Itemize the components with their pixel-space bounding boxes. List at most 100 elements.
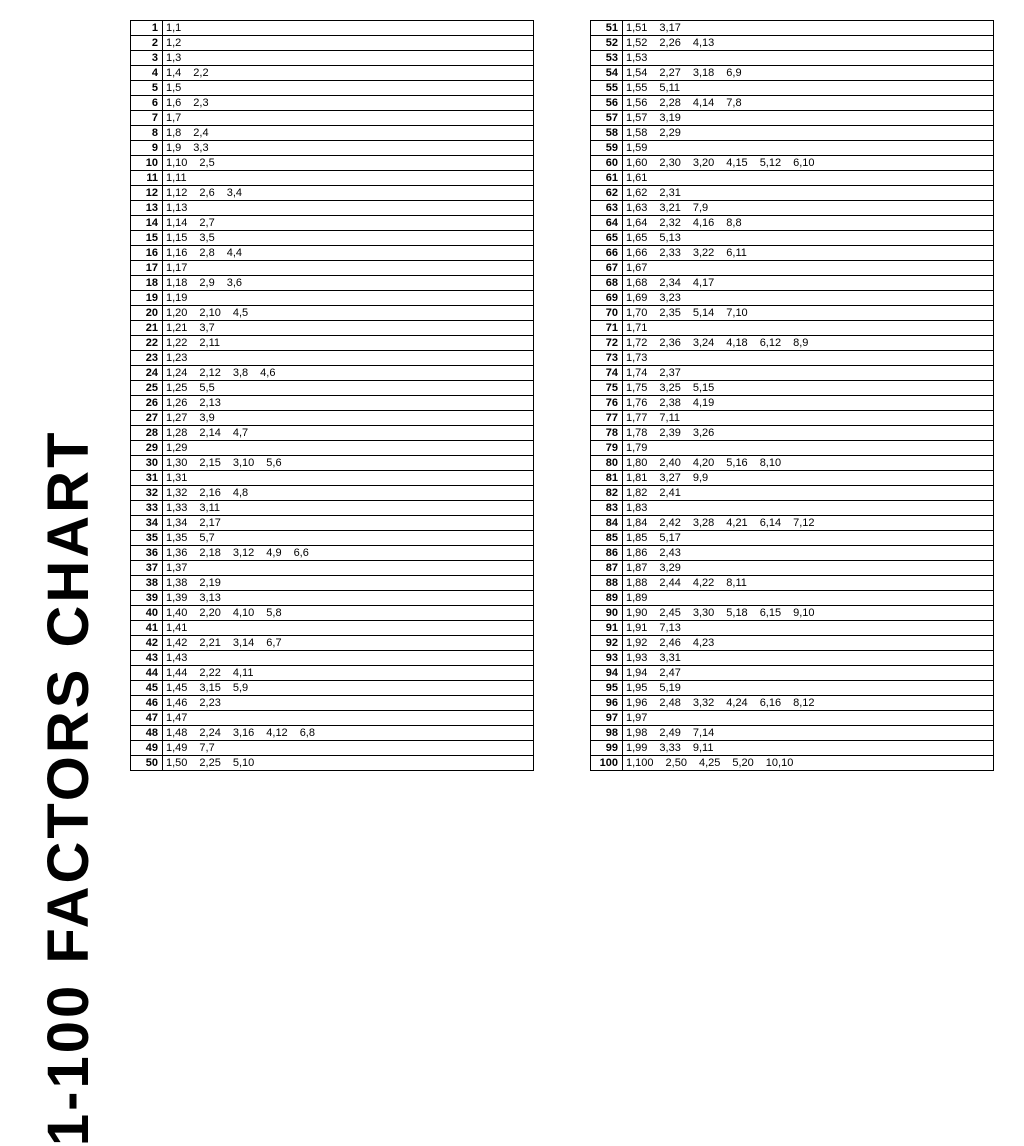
column-right: 511,513,17521,522,264,13531,53541,542,27… xyxy=(590,20,994,771)
factors-cell: 1,182,93,6 xyxy=(163,276,534,291)
factors-cell: 1,202,104,5 xyxy=(163,306,534,321)
factors-cell: 1,622,31 xyxy=(623,186,994,201)
table-row: 431,43 xyxy=(131,651,534,666)
number-cell: 97 xyxy=(591,711,623,726)
table-row: 841,842,423,284,216,147,12 xyxy=(591,516,994,531)
table-row: 361,362,183,124,96,6 xyxy=(131,546,534,561)
table-row: 441,442,224,11 xyxy=(131,666,534,681)
number-cell: 19 xyxy=(131,291,163,306)
number-cell: 46 xyxy=(131,696,163,711)
number-cell: 10 xyxy=(131,156,163,171)
table-row: 191,19 xyxy=(131,291,534,306)
number-cell: 64 xyxy=(591,216,623,231)
factors-cell: 1,782,393,26 xyxy=(623,426,994,441)
table-row: 321,322,164,8 xyxy=(131,486,534,501)
factors-cell: 1,497,7 xyxy=(163,741,534,756)
table-row: 251,255,5 xyxy=(131,381,534,396)
number-cell: 71 xyxy=(591,321,623,336)
factors-cell: 1,642,324,168,8 xyxy=(623,216,994,231)
factors-cell: 1,13 xyxy=(163,201,534,216)
number-cell: 82 xyxy=(591,486,623,501)
table-row: 421,422,213,146,7 xyxy=(131,636,534,651)
number-cell: 35 xyxy=(131,531,163,546)
factors-cell: 1,555,11 xyxy=(623,81,994,96)
factors-cell: 1,37 xyxy=(163,561,534,576)
table-row: 691,693,23 xyxy=(591,291,994,306)
factors-cell: 1,862,43 xyxy=(623,546,994,561)
number-cell: 53 xyxy=(591,51,623,66)
table-row: 791,79 xyxy=(591,441,994,456)
number-cell: 45 xyxy=(131,681,163,696)
table-row: 141,142,7 xyxy=(131,216,534,231)
number-cell: 87 xyxy=(591,561,623,576)
factors-cell: 1,255,5 xyxy=(163,381,534,396)
factors-cell: 1,153,5 xyxy=(163,231,534,246)
factors-cell: 1,47 xyxy=(163,711,534,726)
table-row: 41,42,2 xyxy=(131,66,534,81)
factors-cell: 1,73 xyxy=(623,351,994,366)
table-row: 241,242,123,84,6 xyxy=(131,366,534,381)
number-cell: 96 xyxy=(591,696,623,711)
factors-cell: 1,102,5 xyxy=(163,156,534,171)
factors-cell: 1,11 xyxy=(163,171,534,186)
number-cell: 86 xyxy=(591,546,623,561)
factors-cell: 1,262,13 xyxy=(163,396,534,411)
number-cell: 77 xyxy=(591,411,623,426)
table-row: 91,93,3 xyxy=(131,141,534,156)
table-row: 651,655,13 xyxy=(591,231,994,246)
table-row: 671,67 xyxy=(591,261,994,276)
factors-cell: 1,142,7 xyxy=(163,216,534,231)
number-cell: 65 xyxy=(591,231,623,246)
table-row: 821,822,41 xyxy=(591,486,994,501)
number-cell: 70 xyxy=(591,306,623,321)
table-row: 491,497,7 xyxy=(131,741,534,756)
factors-cell: 1,1002,504,255,2010,10 xyxy=(623,756,994,771)
table-row: 261,262,13 xyxy=(131,396,534,411)
number-cell: 79 xyxy=(591,441,623,456)
factors-cell: 1,742,37 xyxy=(623,366,994,381)
factors-cell: 1,213,7 xyxy=(163,321,534,336)
factors-cell: 1,41 xyxy=(163,621,534,636)
table-row: 861,862,43 xyxy=(591,546,994,561)
table-row: 231,23 xyxy=(131,351,534,366)
factors-cell: 1,333,11 xyxy=(163,501,534,516)
table-row: 401,402,204,105,8 xyxy=(131,606,534,621)
table-row: 521,522,264,13 xyxy=(591,36,994,51)
number-cell: 49 xyxy=(131,741,163,756)
factors-cell: 1,422,213,146,7 xyxy=(163,636,534,651)
number-cell: 75 xyxy=(591,381,623,396)
number-cell: 63 xyxy=(591,201,623,216)
number-cell: 55 xyxy=(591,81,623,96)
table-row: 941,942,47 xyxy=(591,666,994,681)
table-row: 171,17 xyxy=(131,261,534,276)
factors-cell: 1,902,453,305,186,159,10 xyxy=(623,606,994,621)
number-cell: 18 xyxy=(131,276,163,291)
table-row: 611,61 xyxy=(591,171,994,186)
factors-cell: 1,522,264,13 xyxy=(623,36,994,51)
factors-cell: 1,513,17 xyxy=(623,21,994,36)
number-cell: 91 xyxy=(591,621,623,636)
table-row: 681,682,344,17 xyxy=(591,276,994,291)
number-cell: 2 xyxy=(131,36,163,51)
table-row: 911,917,13 xyxy=(591,621,994,636)
factors-cell: 1,722,363,244,186,128,9 xyxy=(623,336,994,351)
table-row: 971,97 xyxy=(591,711,994,726)
number-cell: 44 xyxy=(131,666,163,681)
factors-cell: 1,273,9 xyxy=(163,411,534,426)
factors-cell: 1,842,423,284,216,147,12 xyxy=(623,516,994,531)
table-row: 11,1 xyxy=(131,21,534,36)
factors-cell: 1,942,47 xyxy=(623,666,994,681)
factors-cell: 1,453,155,9 xyxy=(163,681,534,696)
table-row: 851,855,17 xyxy=(591,531,994,546)
table-row: 501,502,255,10 xyxy=(131,756,534,771)
factors-cell: 1,59 xyxy=(623,141,994,156)
number-cell: 9 xyxy=(131,141,163,156)
number-cell: 78 xyxy=(591,426,623,441)
number-cell: 93 xyxy=(591,651,623,666)
number-cell: 58 xyxy=(591,126,623,141)
number-cell: 74 xyxy=(591,366,623,381)
factors-cell: 1,993,339,11 xyxy=(623,741,994,756)
table-row: 381,382,19 xyxy=(131,576,534,591)
number-cell: 80 xyxy=(591,456,623,471)
factors-cell: 1,97 xyxy=(623,711,994,726)
